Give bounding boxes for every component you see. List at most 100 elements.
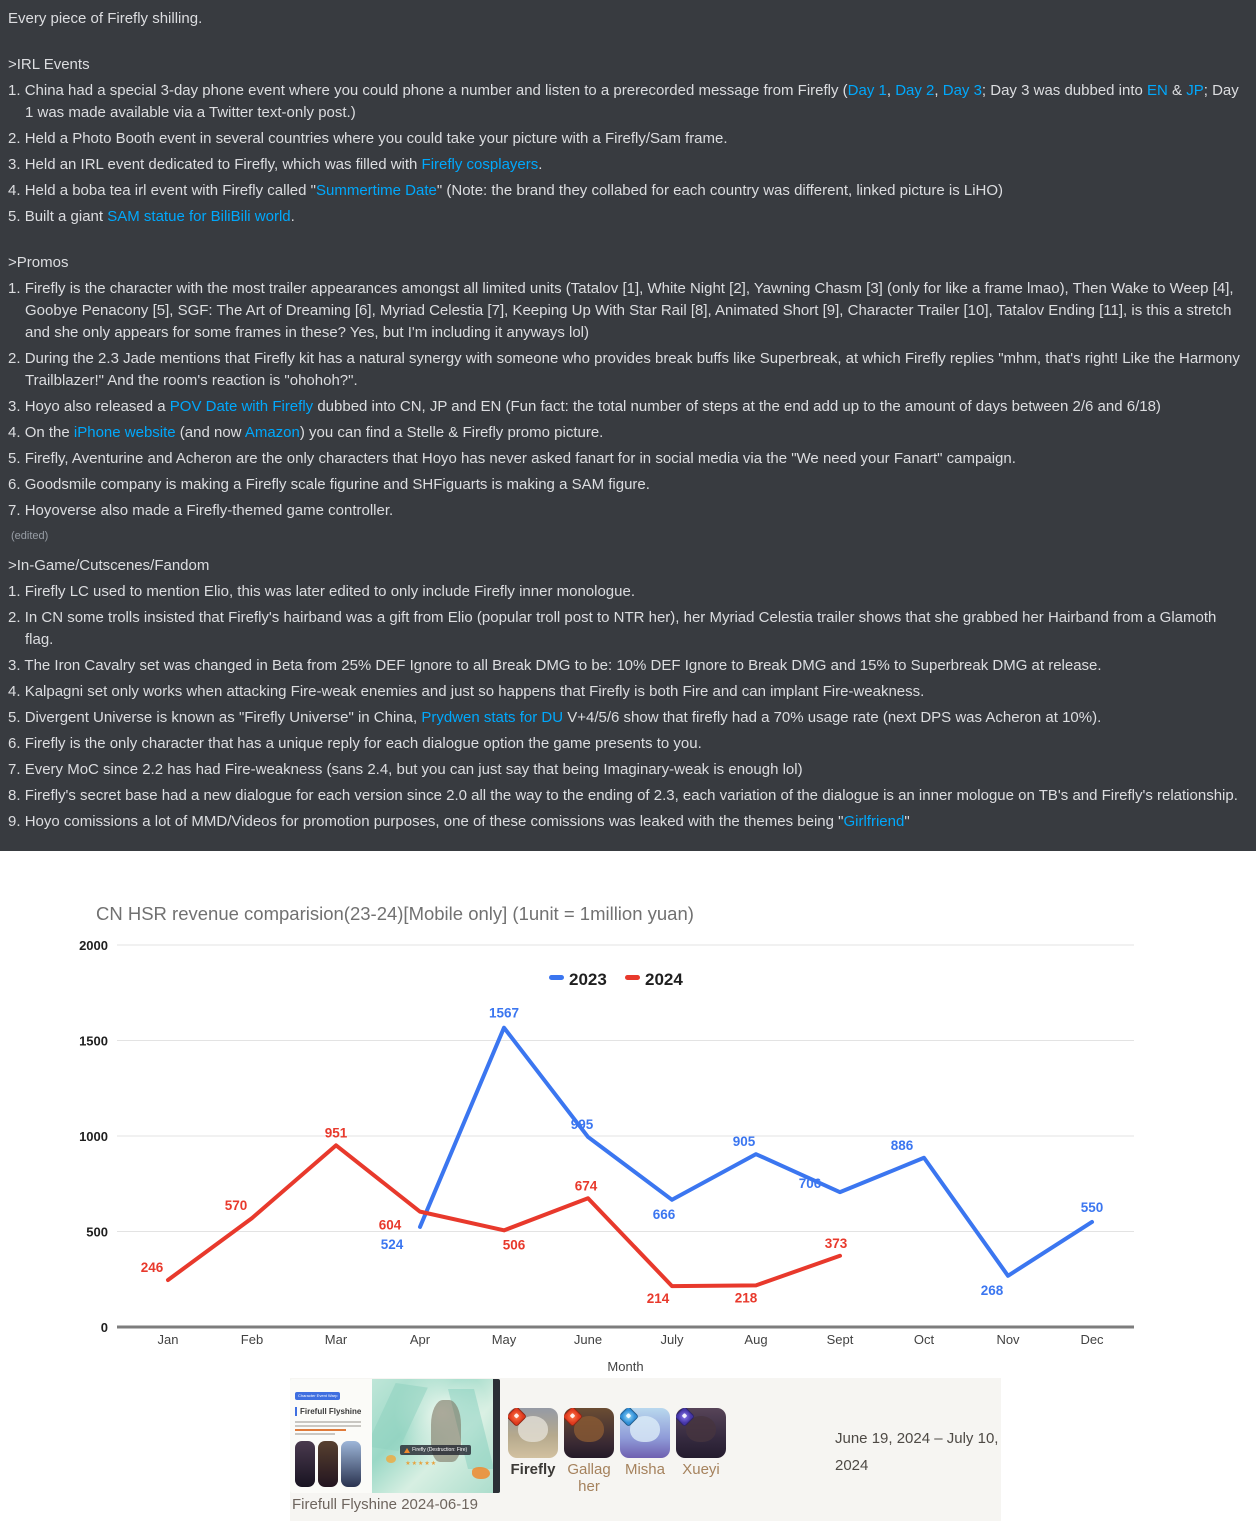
banner-card — [318, 1441, 338, 1487]
inline-link[interactable]: EN — [1147, 82, 1168, 99]
message-text: Held a boba tea irl event with Firefly c… — [24, 182, 316, 199]
banner-caption: Firefull Flyshine 2024-06-19 — [292, 1496, 478, 1513]
message-text: Firefly LC used to mention Elio, this wa… — [24, 583, 635, 600]
svg-text:Month: Month — [607, 1359, 643, 1374]
inline-link[interactable]: Day 2 — [895, 82, 935, 99]
inline-link[interactable]: Amazon — [244, 424, 300, 441]
svg-text:268: 268 — [981, 1283, 1004, 1298]
inline-link[interactable]: Girlfriend — [843, 813, 905, 830]
character-gallagher: Gallagher — [564, 1408, 614, 1495]
svg-text:Sept: Sept — [827, 1332, 854, 1347]
character-avatar — [508, 1408, 558, 1458]
message-text: Goodsmile company is making a Firefly sc… — [24, 476, 650, 493]
character-avatar — [564, 1408, 614, 1458]
message-text: Hoyoverse also made a Firefly-themed gam… — [24, 502, 394, 519]
svg-text:550: 550 — [1081, 1200, 1104, 1215]
banner-description-lines — [295, 1421, 368, 1435]
svg-text:1000: 1000 — [79, 1129, 108, 1144]
svg-text:666: 666 — [653, 1207, 676, 1222]
banner-card — [341, 1441, 361, 1487]
character-name: Gallagher — [567, 1461, 611, 1495]
list-item: 2. During the 2.3 Jade mentions that Fir… — [8, 350, 1240, 389]
svg-text:Jan: Jan — [158, 1332, 179, 1347]
banner-title: Firefull Flyshine — [300, 1407, 362, 1416]
svg-text:886: 886 — [891, 1138, 914, 1153]
list-item: 6. Goodsmile company is making a Firefly… — [8, 476, 650, 493]
message-text: , — [934, 82, 943, 99]
inline-link[interactable]: Day 3 — [942, 82, 982, 99]
svg-text:506: 506 — [503, 1237, 526, 1252]
message-text: dubbed into CN, JP and EN (Fun fact: the… — [313, 398, 1161, 415]
inline-link[interactable]: Prydwen stats for DU — [421, 709, 564, 726]
banner-card — [295, 1441, 315, 1487]
banner-star-rating: ★★★★★ — [405, 1460, 438, 1467]
message-text: (and now — [175, 424, 245, 441]
svg-text:2000: 2000 — [79, 938, 108, 953]
fire-icon — [404, 1447, 411, 1453]
inline-link[interactable]: Day 1 — [847, 82, 887, 99]
svg-text:June: June — [574, 1332, 602, 1347]
list-item: 1. Firefly LC used to mention Elio, this… — [8, 583, 635, 600]
message-text: Every MoC since 2.2 has had Fire-weaknes… — [24, 761, 803, 778]
character-name: Firefly — [510, 1461, 556, 1478]
banner-art-shape — [386, 1455, 396, 1463]
list-item: 5. Firefly, Aventurine and Acheron are t… — [8, 450, 1016, 467]
message-text: Hoyo comissions a lot of MMD/Videos for … — [24, 813, 844, 830]
list-item: 2. Held a Photo Booth event in several c… — [8, 130, 728, 147]
banner-pill-label: Firefly (Destruction: Fire) — [412, 1447, 468, 1454]
svg-text:706: 706 — [799, 1176, 822, 1191]
svg-text:CN HSR revenue comparision(23-: CN HSR revenue comparision(23-24)[Mobile… — [96, 903, 694, 924]
attachment-image[interactable]: 0 500 1000 1500 2000 CN HSR revenue comparisi… — [0, 851, 1256, 1524]
svg-text:July: July — [660, 1332, 684, 1347]
inline-link[interactable]: Summertime Date — [316, 182, 437, 199]
banner-card-thumbnails — [295, 1441, 368, 1487]
svg-text:0: 0 — [101, 1320, 108, 1335]
list-item: 3. The Iron Cavalry set was changed in B… — [8, 657, 1102, 674]
inline-link[interactable]: SAM statue for BiliBili world — [107, 208, 291, 225]
inline-link[interactable]: POV Date with Firefly — [169, 398, 314, 415]
svg-text:Oct: Oct — [914, 1332, 935, 1347]
message-text: Firefly, Aventurine and Acheron are the … — [24, 450, 1016, 467]
message-text: Hoyo also released a — [24, 398, 170, 415]
list-item: 1. China had a special 3-day phone event… — [8, 82, 1239, 121]
list-item: 4. On the iPhone website (and now Amazon… — [8, 424, 604, 441]
message-text: " — [904, 813, 910, 830]
list-item: 1. Firefly is the character with the mos… — [8, 280, 1234, 341]
svg-text:Apr: Apr — [410, 1332, 431, 1347]
svg-text:May: May — [492, 1332, 517, 1347]
message-text: . — [290, 208, 295, 225]
message-text: Divergent Universe is known as "Firefly … — [24, 709, 422, 726]
banner-accent-bar — [295, 1407, 297, 1416]
inline-link[interactable]: Firefly cosplayers — [421, 156, 539, 173]
message-text: Firefly's secret base had a new dialogue… — [24, 787, 1238, 804]
svg-text:Nov: Nov — [996, 1332, 1020, 1347]
character-xueyi: Xueyi — [676, 1408, 726, 1495]
svg-text:2024: 2024 — [645, 970, 683, 989]
svg-text:1500: 1500 — [79, 1034, 108, 1049]
svg-text:570: 570 — [225, 1198, 248, 1213]
character-avatars: Firefly Gallagher Misha Xueyi — [508, 1408, 726, 1495]
section-heading: >Promos — [8, 254, 69, 271]
svg-text:373: 373 — [825, 1236, 848, 1251]
message-text: Firefly is the only character that has a… — [24, 735, 702, 752]
message-text: ) you can find a Stelle & Firefly promo … — [299, 424, 604, 441]
banner-character-pill: Firefly (Destruction: Fire) — [400, 1445, 472, 1456]
message-text: Held an IRL event dedicated to Firefly, … — [24, 156, 422, 173]
message-text: During the 2.3 Jade mentions that Firefl… — [24, 350, 1240, 389]
banner-info-panel: Character Event Warp Firefull Flyshine — [290, 1379, 372, 1493]
character-firefly: Firefly — [508, 1408, 558, 1495]
svg-text:Feb: Feb — [241, 1332, 263, 1347]
message-text: ; Day 3 was dubbed into — [981, 82, 1148, 99]
list-item: 2. In CN some trolls insisted that Firef… — [8, 609, 1217, 648]
message-text: V+4/5/6 show that firefly had a 70% usag… — [563, 709, 1102, 726]
inline-link[interactable]: JP — [1186, 82, 1204, 99]
inline-link[interactable]: iPhone website — [73, 424, 176, 441]
character-misha: Misha — [620, 1408, 670, 1495]
character-name: Xueyi — [682, 1461, 720, 1478]
banner-tag: Character Event Warp — [295, 1392, 341, 1400]
character-name: Misha — [624, 1461, 665, 1478]
message-text: & — [1167, 82, 1187, 99]
message-text: The Iron Cavalry set was changed in Beta… — [24, 657, 1102, 674]
list-item: 5. Divergent Universe is known as "Firef… — [8, 709, 1102, 726]
banner-title-row: Firefull Flyshine — [295, 1407, 368, 1416]
